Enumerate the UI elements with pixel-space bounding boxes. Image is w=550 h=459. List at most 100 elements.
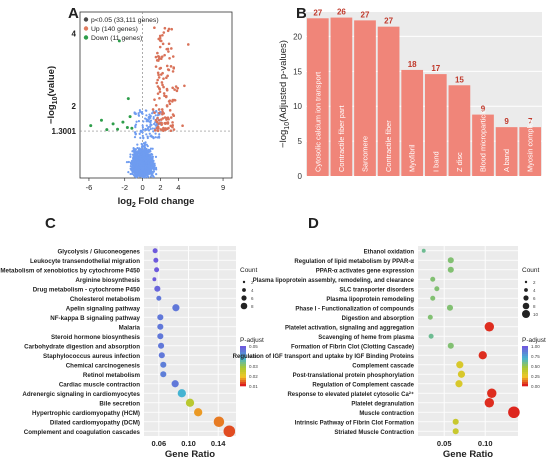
point-up — [154, 118, 158, 122]
point-blue — [129, 167, 132, 170]
panel-label-a: A — [68, 5, 79, 22]
point-blue — [132, 149, 135, 152]
color-legend-title: P-adjust — [240, 337, 264, 344]
point-blue — [149, 127, 152, 131]
point-up — [162, 85, 165, 89]
point-blue — [135, 120, 138, 123]
point-blue — [129, 162, 133, 165]
point-blue — [147, 117, 151, 120]
point-up — [170, 47, 173, 50]
point-up — [158, 36, 162, 40]
dot — [158, 342, 165, 349]
dot — [160, 371, 167, 378]
color-legend-segment — [240, 370, 246, 373]
point-up — [157, 122, 160, 125]
color-legend-segment — [522, 348, 528, 351]
point-up — [168, 57, 171, 60]
color-legend-segment — [240, 372, 246, 375]
point-blue — [148, 159, 151, 162]
point-down — [130, 126, 134, 130]
point-up — [158, 45, 162, 49]
color-legend-segment — [522, 382, 528, 385]
point-up — [162, 77, 165, 80]
point-blue — [147, 129, 151, 132]
size-legend-dot — [523, 295, 529, 301]
point-up — [163, 26, 167, 30]
point-blue — [146, 119, 150, 122]
point-up — [160, 57, 163, 61]
point-down — [99, 118, 103, 122]
color-legend-segment — [240, 346, 246, 349]
point-up — [157, 118, 161, 122]
dot — [156, 295, 162, 301]
point-up — [156, 78, 159, 82]
point-blue — [133, 136, 137, 139]
y-tick-label: 4 — [72, 30, 77, 39]
point-up — [161, 83, 164, 87]
point-blue — [127, 171, 130, 174]
point-up — [160, 108, 164, 111]
point-blue — [141, 162, 144, 165]
point-blue — [145, 143, 148, 146]
point-up — [171, 121, 174, 124]
color-legend-label: 0.75 — [531, 354, 540, 359]
point-blue — [145, 114, 148, 117]
point-up — [186, 43, 190, 46]
point-blue — [136, 143, 139, 146]
color-legend-segment — [240, 368, 246, 371]
point-blue — [140, 174, 143, 178]
x-tick-label: 0.10 — [478, 439, 493, 448]
color-legend-segment — [522, 354, 528, 357]
point-blue — [149, 114, 152, 118]
point-blue — [151, 153, 154, 156]
point-up — [168, 102, 172, 106]
point-blue — [158, 133, 161, 136]
point-blue — [134, 172, 137, 175]
color-legend-segment — [522, 370, 528, 373]
point-up — [159, 39, 163, 43]
point-blue — [132, 165, 135, 168]
point-blue — [132, 153, 136, 157]
point-up — [157, 73, 160, 77]
bar-category-label: Contractile fiber — [384, 120, 393, 172]
dot — [484, 322, 495, 332]
point-blue — [137, 149, 140, 152]
point-blue — [136, 161, 139, 164]
dot — [172, 304, 180, 312]
point-blue — [148, 153, 152, 156]
category-label: Intrinsic Pathway of Fibrin Clot Formati… — [295, 420, 415, 426]
point-blue — [145, 170, 148, 173]
dot — [157, 333, 164, 340]
color-legend-segment — [240, 384, 246, 387]
point-blue — [135, 164, 139, 167]
color-legend-title: P-adjust — [522, 337, 546, 344]
point-up — [166, 47, 170, 51]
point-blue — [134, 112, 137, 116]
color-legend-segment — [240, 350, 246, 353]
point-up — [165, 104, 169, 108]
y-tick-label: 2 — [72, 102, 77, 111]
point-blue — [148, 113, 151, 116]
point-down — [126, 97, 130, 101]
color-legend-segment — [522, 346, 528, 349]
dot — [456, 361, 464, 369]
panel-label-b: B — [296, 5, 307, 22]
y-tick-label: 10 — [293, 102, 302, 111]
category-label: Staphylococcus aureus infection — [43, 353, 140, 360]
point-up — [156, 125, 160, 128]
category-label: Complement and coagulation cascades — [24, 429, 141, 436]
point-up — [175, 89, 179, 93]
size-legend-label: 6 — [533, 296, 536, 301]
color-legend-segment — [522, 356, 528, 359]
dot — [434, 286, 440, 292]
point-blue — [140, 142, 143, 146]
point-blue — [129, 155, 132, 158]
point-up — [158, 34, 162, 38]
dot — [154, 267, 160, 273]
point-blue — [137, 113, 140, 117]
color-legend-label: 0.03 — [249, 364, 258, 369]
color-legend-segment — [240, 358, 246, 361]
category-label: Retinol metabolism — [83, 372, 141, 379]
point-down — [125, 125, 129, 129]
dot — [447, 342, 454, 349]
